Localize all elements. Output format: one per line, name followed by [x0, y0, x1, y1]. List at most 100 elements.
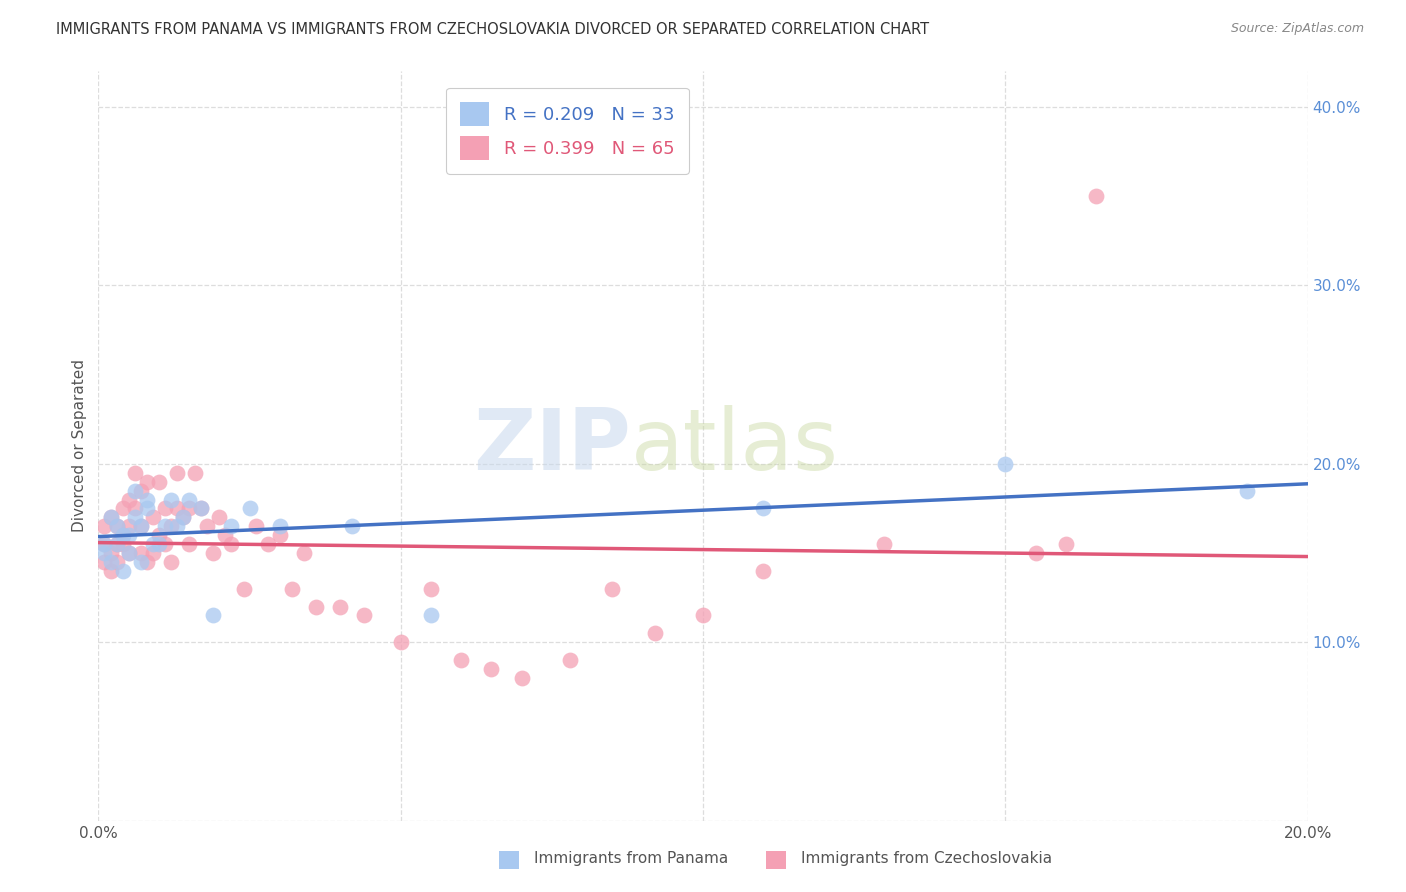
Point: [129, 555, 152, 569]
Point: [118, 492, 141, 507]
Point: [195, 519, 218, 533]
Point: [118, 546, 141, 560]
Point: [111, 564, 134, 578]
Text: ZIP: ZIP: [472, 404, 630, 488]
Point: [100, 510, 122, 524]
Point: [190, 501, 212, 516]
Point: [420, 582, 443, 596]
Point: [329, 599, 352, 614]
Point: [208, 510, 231, 524]
Point: [124, 466, 146, 480]
Point: [256, 537, 278, 551]
Point: [93, 537, 115, 551]
Point: [100, 564, 122, 578]
Point: [135, 492, 157, 507]
Y-axis label: Divorced or Separated: Divorced or Separated: [72, 359, 87, 533]
Point: [1024, 546, 1046, 560]
Point: [172, 510, 194, 524]
Point: [389, 635, 412, 649]
Point: [118, 546, 141, 560]
Point: [111, 528, 134, 542]
Point: [221, 537, 243, 551]
Point: [93, 546, 115, 560]
Point: [481, 662, 503, 676]
Point: [166, 519, 188, 533]
Point: [166, 466, 188, 480]
Point: [305, 599, 328, 614]
Point: [179, 537, 201, 551]
Point: [1236, 483, 1258, 498]
Point: [129, 546, 152, 560]
Point: [100, 510, 122, 524]
Point: [153, 519, 176, 533]
Point: [1054, 537, 1077, 551]
Point: [142, 510, 165, 524]
Point: [142, 537, 165, 551]
Point: [105, 519, 128, 533]
Point: [129, 483, 152, 498]
Point: [510, 671, 533, 685]
Point: [184, 466, 207, 480]
Point: [752, 501, 775, 516]
Point: [202, 546, 225, 560]
Text: Immigrants from Czechoslovakia: Immigrants from Czechoslovakia: [801, 851, 1053, 865]
Text: Source: ZipAtlas.com: Source: ZipAtlas.com: [1230, 22, 1364, 36]
Point: [342, 519, 364, 533]
Point: [166, 501, 188, 516]
Point: [232, 582, 254, 596]
Point: [602, 582, 624, 596]
Point: [124, 501, 146, 516]
Point: [1085, 189, 1108, 203]
Point: [644, 626, 666, 640]
Point: [172, 510, 194, 524]
Point: [105, 537, 128, 551]
Point: [129, 519, 152, 533]
Point: [292, 546, 315, 560]
Point: [202, 608, 225, 623]
Point: [692, 608, 714, 623]
Point: [124, 510, 146, 524]
Point: [873, 537, 896, 551]
Point: [160, 519, 183, 533]
Point: [148, 475, 170, 489]
Point: [100, 555, 122, 569]
Point: [160, 555, 183, 569]
Point: [281, 582, 304, 596]
Point: [160, 492, 183, 507]
Point: [105, 519, 128, 533]
Text: atlas: atlas: [630, 404, 838, 488]
Point: [190, 501, 212, 516]
Point: [558, 653, 581, 667]
Point: [353, 608, 375, 623]
Point: [148, 528, 170, 542]
Text: IMMIGRANTS FROM PANAMA VS IMMIGRANTS FROM CZECHOSLOVAKIA DIVORCED OR SEPARATED C: IMMIGRANTS FROM PANAMA VS IMMIGRANTS FRO…: [56, 22, 929, 37]
Point: [93, 555, 115, 569]
Point: [153, 537, 176, 551]
Point: [111, 501, 134, 516]
Point: [93, 537, 115, 551]
Point: [269, 519, 291, 533]
Point: [111, 528, 134, 542]
Point: [752, 564, 775, 578]
Point: [129, 519, 152, 533]
Point: [105, 555, 128, 569]
Point: [245, 519, 267, 533]
Point: [93, 519, 115, 533]
Point: [239, 501, 262, 516]
Point: [450, 653, 472, 667]
Point: [135, 501, 157, 516]
Point: [124, 483, 146, 498]
Point: [221, 519, 243, 533]
Point: [179, 501, 201, 516]
Point: [142, 546, 165, 560]
Point: [148, 537, 170, 551]
Point: [111, 537, 134, 551]
Point: [100, 546, 122, 560]
Point: [118, 519, 141, 533]
Text: Immigrants from Panama: Immigrants from Panama: [534, 851, 728, 865]
Point: [135, 555, 157, 569]
Point: [994, 457, 1017, 471]
Point: [214, 528, 236, 542]
Point: [179, 492, 201, 507]
Point: [118, 528, 141, 542]
